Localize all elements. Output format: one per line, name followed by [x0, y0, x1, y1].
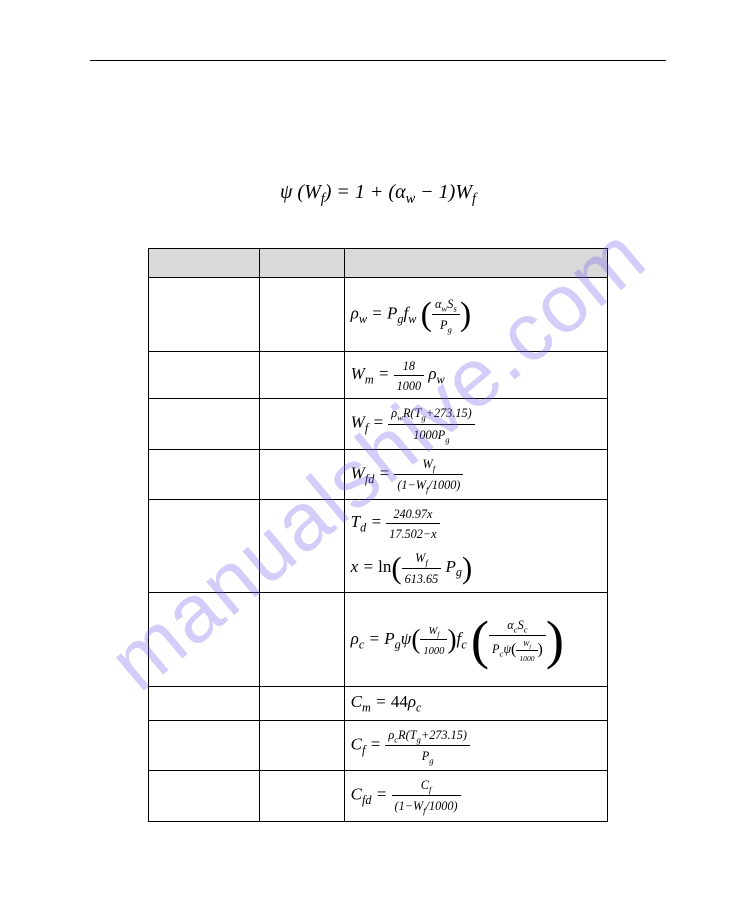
table-header-2	[260, 249, 344, 278]
cell-col1	[149, 721, 260, 771]
eq-lhs-arg-sub: f	[321, 191, 325, 207]
cell-col1	[149, 399, 260, 449]
formula-table: ρw = Pgfw (αwSsPg)Wm = 181000 ρwWf = ρwR…	[148, 248, 608, 822]
cell-col1	[149, 499, 260, 592]
cell-col2	[260, 721, 344, 771]
table-header-row	[149, 249, 608, 278]
cell-formula: ρw = Pgfw (αwSsPg)	[344, 278, 607, 352]
eq-rhs-d-sub: f	[472, 191, 476, 207]
cell-formula: Wf = ρwR(Tg+273.15)1000Pg	[344, 399, 607, 449]
table-row: Wm = 181000 ρw	[149, 352, 608, 399]
eq-rhs-c: 1	[439, 181, 449, 203]
table-row: ρw = Pgfw (αwSsPg)	[149, 278, 608, 352]
eq-lhs-arg: W	[304, 181, 321, 203]
cell-formula: Td = 240.97x17.502−xx = ln(Wf613.65 Pg)	[344, 499, 607, 592]
table-header-3	[344, 249, 607, 278]
table-row: Cf = ρcR(Tg+273.15)Pg	[149, 721, 608, 771]
main-equation: ψ (Wf) = 1 + (αw − 1)Wf	[90, 181, 666, 208]
document-page: ψ (Wf) = 1 + (αw − 1)Wf ρw = Pgfw (αwSsP…	[0, 0, 756, 918]
cell-formula: Wm = 181000 ρw	[344, 352, 607, 399]
cell-formula: Cf = ρcR(Tg+273.15)Pg	[344, 721, 607, 771]
cell-col2	[260, 771, 344, 821]
cell-col2	[260, 593, 344, 687]
eq-rhs-d: W	[455, 181, 472, 203]
cell-col2	[260, 449, 344, 499]
cell-col1	[149, 593, 260, 687]
cell-col2	[260, 352, 344, 399]
cell-formula: Cm = 44ρc	[344, 687, 607, 721]
eq-lhs-sym: ψ	[280, 181, 292, 203]
cell-col2	[260, 399, 344, 449]
cell-col2	[260, 687, 344, 721]
table-row: ρc = Pgψ(Wf1000)fc (αcScPcψ(Wf1000))	[149, 593, 608, 687]
table-row: Wf = ρwR(Tg+273.15)1000Pg	[149, 399, 608, 449]
table-row: Wfd = Wf(1−Wf/1000)	[149, 449, 608, 499]
cell-col1	[149, 771, 260, 821]
eq-rhs-b: α	[395, 181, 406, 203]
cell-col1	[149, 278, 260, 352]
cell-col1	[149, 449, 260, 499]
eq-rhs-b-sub: w	[406, 191, 416, 207]
cell-formula: Wfd = Wf(1−Wf/1000)	[344, 449, 607, 499]
cell-col1	[149, 352, 260, 399]
eq-rhs-a: 1	[355, 181, 365, 203]
top-rule	[90, 60, 666, 61]
table-row: Cm = 44ρc	[149, 687, 608, 721]
table-row: Cfd = Cf(1−Wf/1000)	[149, 771, 608, 821]
table-header-1	[149, 249, 260, 278]
cell-formula: Cfd = Cf(1−Wf/1000)	[344, 771, 607, 821]
cell-col2	[260, 278, 344, 352]
cell-col1	[149, 687, 260, 721]
table-row: Td = 240.97x17.502−xx = ln(Wf613.65 Pg)	[149, 499, 608, 592]
cell-col2	[260, 499, 344, 592]
cell-formula: ρc = Pgψ(Wf1000)fc (αcScPcψ(Wf1000))	[344, 593, 607, 687]
